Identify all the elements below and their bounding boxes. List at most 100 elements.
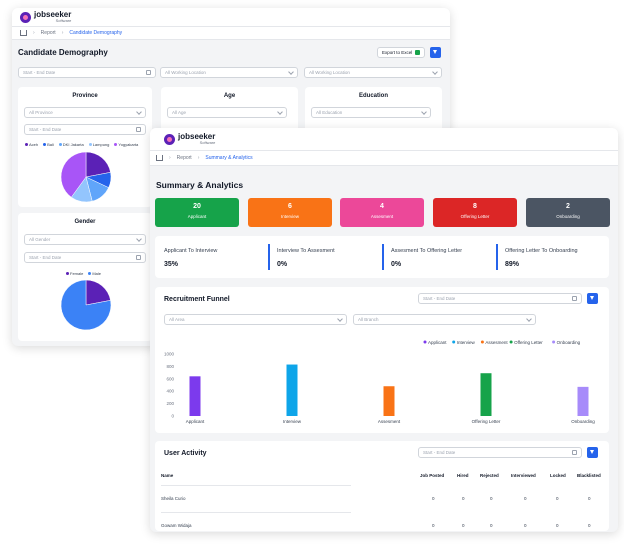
bar-applicant[interactable] <box>189 376 201 416</box>
breadcrumb-report[interactable]: Report <box>176 155 192 161</box>
stat-interview-value: 6 <box>288 203 292 210</box>
y-tick-label: 200 <box>166 401 174 406</box>
pie-slice-male[interactable] <box>60 279 112 331</box>
education-select[interactable]: All Education <box>311 107 431 118</box>
y-tick-label: 400 <box>166 389 174 394</box>
funnel-date-input[interactable]: Start - End Date <box>418 293 582 304</box>
stat-assesment[interactable]: 4 Assesment <box>340 198 424 227</box>
legend-interview: Interview <box>452 340 475 345</box>
branch-select-value: All Branch <box>358 317 379 322</box>
y-tick-label: 0 <box>171 414 174 419</box>
header-divider <box>161 485 351 486</box>
stat-assesment-label: Assesment <box>370 214 394 219</box>
logo-name: jobseeker <box>34 10 72 19</box>
back-logo[interactable]: jobseeker Software <box>20 11 71 23</box>
home-icon[interactable] <box>156 155 163 161</box>
breadcrumb-report[interactable]: Report <box>40 30 56 36</box>
stat-onboarding[interactable]: 2 Onboarding <box>526 198 610 227</box>
back-topbar: jobseeker Software <box>12 8 450 26</box>
legend-female: Female <box>66 271 83 276</box>
excel-icon <box>415 50 420 55</box>
bar-assesment[interactable] <box>383 386 395 416</box>
calendar-icon <box>136 255 141 260</box>
province-card: Province All Province Start - End Date A… <box>18 87 152 207</box>
pie-slice-female[interactable] <box>85 279 111 306</box>
stat-offering-letter[interactable]: 8 Offering Letter <box>433 198 517 227</box>
bar-onboarding[interactable] <box>577 386 589 416</box>
stat-applicant-label: Applicant <box>187 214 207 219</box>
gender-card: Gender All Gender Start - End Date Femal… <box>18 213 152 341</box>
cell: 0 <box>490 496 493 501</box>
pie-slice-aceh[interactable] <box>85 151 111 178</box>
province-select-value: All Province <box>29 110 53 115</box>
chevron-down-icon <box>277 108 283 115</box>
conversion-value: 89% <box>505 261 520 268</box>
conversion-offering-onboarding: Offering Letter To Onboarding 89% <box>505 248 578 268</box>
legend-assesment: Assesment <box>480 340 508 345</box>
province-date-input[interactable]: Start - End Date <box>24 124 146 135</box>
logo-sub: Software <box>199 140 216 145</box>
page-title: Candidate Demography <box>18 48 108 57</box>
branch-select[interactable]: All Branch <box>353 314 536 325</box>
legend-applicant: Applicant <box>423 340 447 345</box>
pie-slice-yogyakarta[interactable] <box>60 151 87 198</box>
row-name: Sheila Curio <box>161 496 186 501</box>
legend-bali: Bali <box>43 142 54 147</box>
stat-interview[interactable]: 6 Interview <box>248 198 332 227</box>
activity-date-input[interactable]: Start - End Date <box>418 447 582 458</box>
cell: 0 <box>556 496 559 501</box>
gender-select[interactable]: All Gender <box>24 234 146 245</box>
age-select[interactable]: All Age <box>167 107 287 118</box>
front-logo[interactable]: jobseeker Software <box>164 133 215 145</box>
stat-offering-letter-label: Offering Letter <box>460 214 490 219</box>
col-rejected: Rejected <box>480 473 499 478</box>
breadcrumb: › Report › Candidate Demography <box>12 26 450 40</box>
svg-text:Offering Letter: Offering Letter <box>514 340 543 345</box>
activity-filter-button[interactable] <box>587 447 598 458</box>
breadcrumb-current: Summary & Analytics <box>205 155 253 161</box>
funnel-filter-button[interactable] <box>587 293 598 304</box>
conversion-label: Applicant To Interview <box>164 248 218 254</box>
legend-onboarding: Onboarding <box>552 340 581 345</box>
stat-offering-letter-value: 8 <box>473 203 477 210</box>
chevron-down-icon <box>337 315 343 322</box>
x-tick-label: Interview <box>283 419 302 424</box>
province-title: Province <box>72 93 98 99</box>
legend-lampung: Lampung <box>88 142 109 147</box>
working-location-select-1[interactable]: All Working Location <box>160 67 298 78</box>
cell: 0 <box>524 523 527 528</box>
filter-button[interactable] <box>430 47 441 58</box>
bar-interview[interactable] <box>286 364 298 416</box>
calendar-icon <box>572 296 577 301</box>
province-date-placeholder: Start - End Date <box>29 127 62 132</box>
divider <box>382 244 384 270</box>
gender-date-input[interactable]: Start - End Date <box>24 252 146 263</box>
date-range-input[interactable]: Start - End Date <box>18 67 156 78</box>
age-select-value: All Age <box>172 110 187 115</box>
chevron-down-icon <box>526 315 532 322</box>
stat-applicant[interactable]: 20 Applicant <box>155 198 239 227</box>
col-name: Name <box>161 473 174 478</box>
stat-onboarding-value: 2 <box>566 203 570 210</box>
col-blacklisted: Blacklisted <box>577 473 601 478</box>
front-topbar: jobseeker Software <box>150 128 618 150</box>
col-interviewed: Interviewed <box>511 473 536 478</box>
chevron-down-icon <box>421 108 427 115</box>
province-select[interactable]: All Province <box>24 107 146 118</box>
area-select-value: All Area <box>169 317 185 322</box>
divider <box>496 244 498 270</box>
bar-offering-letter[interactable] <box>480 373 492 416</box>
home-icon[interactable] <box>20 30 27 36</box>
svg-text:Interview: Interview <box>457 340 476 345</box>
chevron-down-icon <box>136 108 142 115</box>
breadcrumb: › Report › Summary & Analytics <box>150 150 618 166</box>
working-location-select-2[interactable]: All Working Location <box>304 67 442 78</box>
gender-date-placeholder: Start - End Date <box>29 255 62 260</box>
province-pie-chart <box>60 151 112 203</box>
col-hired: Hired <box>457 473 469 478</box>
row-divider <box>161 512 351 513</box>
logo-sub: Software <box>55 18 72 23</box>
recruitment-funnel-title: Recruitment Funnel <box>164 296 230 303</box>
area-select[interactable]: All Area <box>164 314 347 325</box>
export-excel-button[interactable]: Export to Excel <box>377 47 425 58</box>
